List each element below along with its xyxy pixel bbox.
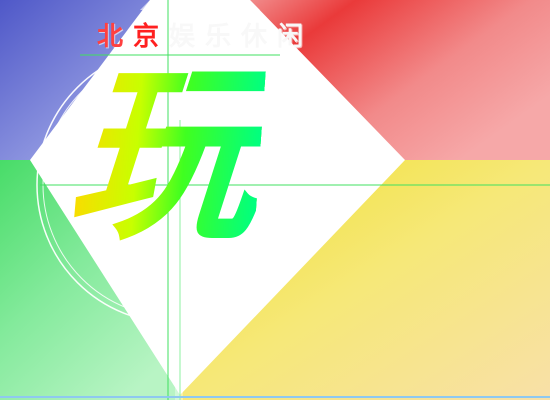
title-char-4: 乐 — [205, 22, 232, 52]
title-char-5: 休 — [241, 22, 268, 52]
title-char-2: 京 — [133, 22, 160, 52]
title-char-6: 闲 — [277, 22, 304, 52]
title-char-1: 北 — [97, 22, 124, 52]
white-diamond-shape — [30, 0, 405, 395]
title-char-3: 娱 — [169, 22, 196, 52]
center-glyph: 玩 — [62, 43, 268, 266]
